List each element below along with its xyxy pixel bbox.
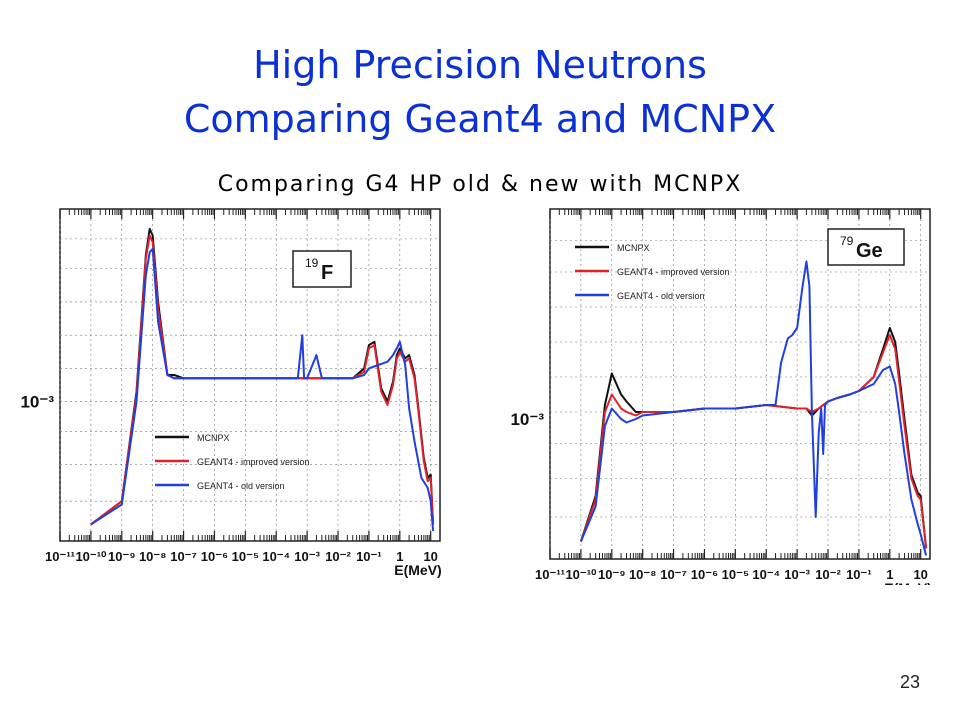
x-axis-label: E(MeV) — [394, 562, 441, 578]
element-label-box — [292, 250, 352, 288]
series-line-improved — [579, 334, 928, 549]
legend-label-old: GEANT4 - old version — [617, 291, 705, 301]
x-tick-label: 1 — [396, 549, 403, 564]
y-tick-label: 10⁻³ — [510, 410, 544, 429]
page-number: 23 — [899, 672, 920, 692]
x-tick-label: 10⁻⁵ — [232, 549, 259, 564]
x-tick-label: 10⁻² — [325, 549, 351, 564]
element-symbol: F — [321, 262, 333, 284]
x-tick-label: 10⁻¹ — [846, 567, 872, 582]
x-tick-label: 10⁻³ — [784, 567, 810, 582]
x-tick-label: 10⁻¹ — [356, 549, 382, 564]
legend-label-improved: GEANT4 - improved version — [617, 267, 730, 277]
x-tick-label: 10⁻² — [815, 567, 841, 582]
x-axis-label: E(MeV) — [884, 580, 931, 585]
x-tick-label: 10⁻⁸ — [139, 549, 166, 564]
x-tick-label: 10⁻⁶ — [201, 549, 228, 564]
x-tick-label: 10⁻⁵ — [722, 567, 749, 582]
y-tick-label: 10⁻³ — [20, 393, 54, 412]
x-tick-label: 10⁻¹⁰ — [565, 567, 597, 582]
x-tick-label: 1 — [886, 567, 893, 582]
x-tick-label: 10⁻⁹ — [598, 567, 626, 582]
plot-frame — [59, 208, 441, 542]
x-tick-label: 10⁻⁷ — [170, 549, 197, 564]
element-symbol: Ge — [856, 240, 883, 262]
x-tick-label: 10⁻⁶ — [691, 567, 718, 582]
x-tick-label: 10⁻³ — [294, 549, 320, 564]
x-tick-label: 10⁻⁸ — [629, 567, 656, 582]
legend-label-old: GEANT4 - old version — [197, 481, 285, 491]
slide-title-line2: Comparing Geant4 and MCNPX — [183, 97, 777, 141]
legend-label-mcnpx: MCNPX — [197, 433, 230, 443]
x-tick-label: 10⁻⁴ — [752, 567, 780, 582]
x-tick-label: 10⁻¹¹ — [45, 549, 75, 564]
element-mass-number: 79 — [840, 234, 854, 248]
x-tick-label: 10 — [423, 549, 437, 564]
x-tick-label: 10⁻¹¹ — [535, 567, 565, 582]
legend-label-mcnpx: MCNPX — [617, 243, 650, 253]
series-line-old — [90, 247, 435, 532]
x-tick-label: 10⁻⁹ — [108, 549, 136, 564]
x-tick-label: 10⁻⁴ — [262, 549, 290, 564]
chart-fluorine-19: 10⁻³ 10⁻¹¹ 10⁻¹⁰ 10⁻⁹ 10⁻⁸ 10⁻⁷ 10⁻⁶ 10⁻⁵ 10⁻⁴ 10… — [20, 208, 442, 578]
x-tick-label: 10⁻⁷ — [660, 567, 687, 582]
x-tick-label: 10⁻¹⁰ — [75, 549, 107, 564]
x-tick-label: 10 — [913, 567, 927, 582]
legend-label-improved: GEANT4 - improved version — [197, 457, 310, 467]
series-line-old — [579, 260, 928, 556]
chart-germanium-79: 10⁻³ 10⁻¹¹ 10⁻¹⁰ 10⁻⁹ 10⁻⁸ 10⁻⁷ 10⁻⁶ 10⁻⁵ 10⁻⁴ 10… — [510, 208, 932, 585]
element-label-box — [827, 228, 905, 266]
chart-subtitle: Comparing G4 HP old & new with MCNPX — [217, 172, 743, 197]
slide-title-line1: High Precision Neutrons — [253, 43, 707, 87]
element-mass-number: 19 — [305, 256, 319, 270]
